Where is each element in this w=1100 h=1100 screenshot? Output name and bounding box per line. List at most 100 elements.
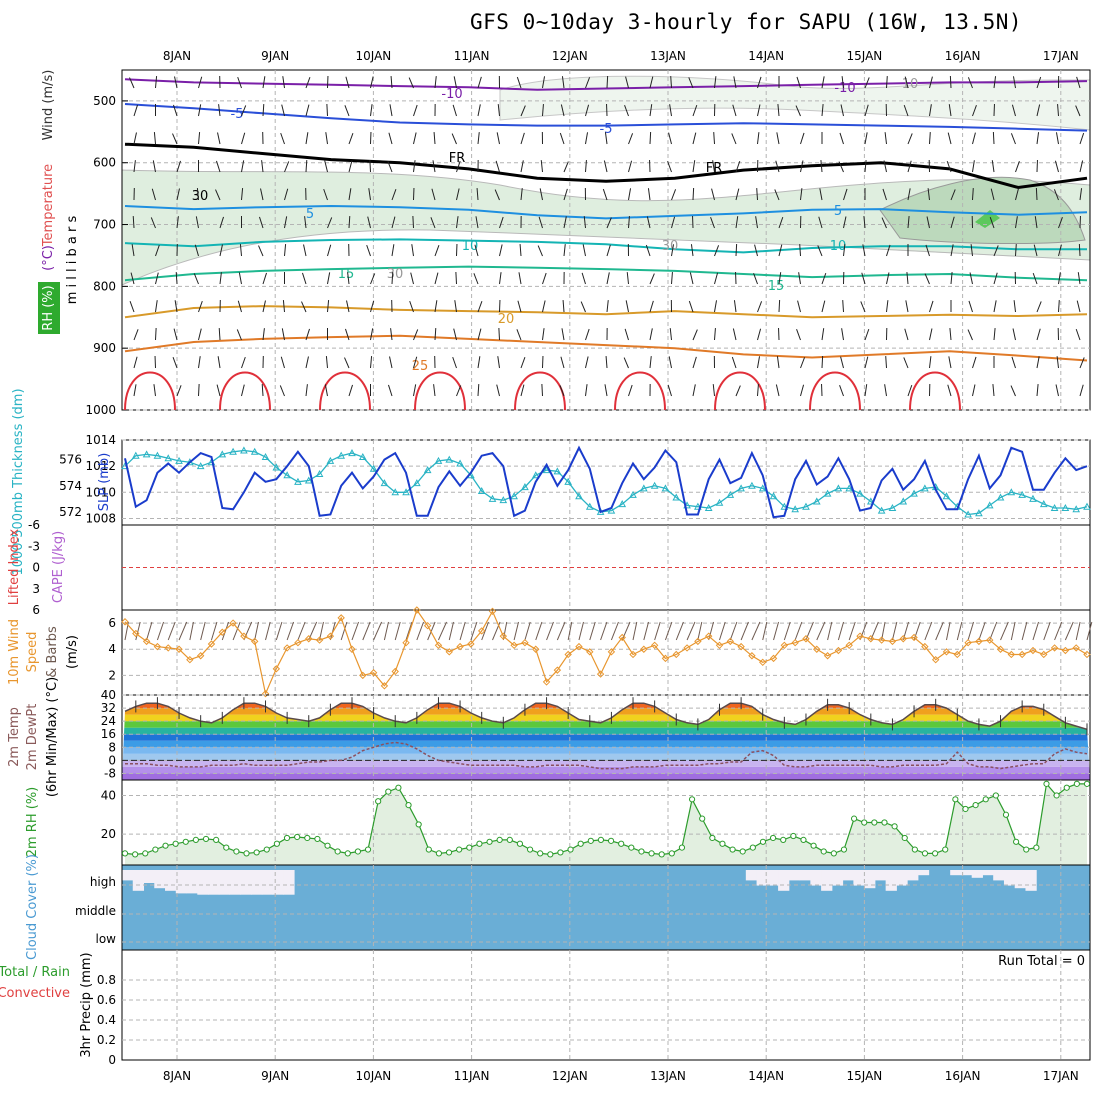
wind-barb (563, 161, 569, 173)
wind-speed-point (142, 637, 151, 646)
thickness-point (758, 484, 767, 492)
rh-point (344, 850, 351, 857)
wind-barb (906, 272, 909, 285)
wind-barb (606, 244, 611, 257)
rh-point (132, 851, 139, 858)
wind-barb (217, 132, 221, 145)
wind-barb (348, 133, 354, 145)
cloud-clear-bar (132, 870, 145, 891)
wind-barb (1079, 384, 1084, 397)
rh-point (901, 834, 908, 842)
wind-barb (218, 104, 221, 117)
surface-wind-barb (189, 621, 194, 641)
surface-wind-barb (254, 621, 259, 641)
wind-barb (241, 356, 246, 369)
cloud-clear-bar (218, 870, 231, 895)
wind-speed-point (802, 635, 810, 643)
thickness-point (1018, 490, 1026, 498)
cloud-clear-bar (864, 870, 876, 889)
wind-barb (669, 328, 672, 341)
wind-barb (1078, 244, 1081, 257)
date-top-label: 15JAN (847, 49, 883, 63)
tick-label: 0 (108, 753, 116, 767)
thickness-point (618, 500, 627, 508)
wind-barb (1077, 272, 1081, 285)
rh-point (142, 850, 149, 857)
wind-speed-point (196, 652, 205, 660)
wind-barb (175, 272, 178, 285)
wind-barb (344, 357, 350, 369)
surface-wind-barb (373, 621, 383, 641)
tick-label: 20 (101, 827, 116, 841)
rh-point (719, 840, 726, 847)
surface-wind-barb (556, 621, 566, 641)
rh-point (506, 836, 513, 843)
wind-speed-point (1040, 650, 1048, 659)
wind-barb (626, 272, 629, 285)
wind-barb (237, 76, 242, 89)
rh-point (962, 805, 969, 813)
wind-barb (239, 244, 242, 257)
wind-barb (262, 300, 266, 313)
wind-barb (494, 189, 500, 201)
wind-barb (410, 272, 414, 285)
wind-barb (130, 272, 135, 285)
thickness-point (1050, 503, 1059, 511)
wind-barb (628, 384, 633, 397)
wind-speed-point (272, 665, 281, 673)
surface-wind-barb (827, 621, 833, 641)
wind-speed-point (596, 670, 605, 678)
surface-wind-barb (1043, 621, 1051, 641)
wind-barb (132, 216, 135, 229)
wind-barb (238, 272, 242, 285)
precip-legend-total: Total / Rain (0, 965, 70, 980)
thickness-point (542, 466, 551, 474)
wind-barb (131, 244, 135, 257)
wind-barb (133, 104, 138, 117)
thickness-point (283, 471, 291, 479)
thickness-point (261, 452, 270, 460)
surface-wind-barb (178, 621, 188, 641)
wind-barb (301, 301, 307, 313)
rh-point (273, 840, 280, 847)
wind-barb (993, 76, 997, 89)
rh-point (476, 840, 483, 847)
cloud-clear-bar (143, 870, 155, 883)
wind-barb (671, 189, 677, 201)
lifted-index-tick: 3 (32, 582, 40, 596)
wind-barb (907, 188, 911, 201)
wind-speed-point (337, 614, 345, 622)
contour-label: 10 (462, 239, 479, 254)
contour-label: 30 (662, 239, 679, 254)
wind-barb (325, 132, 328, 145)
wind-speed-point (445, 648, 453, 656)
cloud-clear-bar (917, 870, 930, 876)
wind-barb (453, 328, 457, 341)
rh-point (243, 850, 250, 857)
thickness-point (737, 484, 745, 492)
wind-barb (950, 189, 956, 201)
wind-barb (279, 385, 285, 397)
wind-barb (456, 188, 460, 201)
wind-barb (259, 216, 264, 229)
wind-barb (347, 272, 350, 285)
wind-barb (798, 272, 801, 285)
wind-barb (735, 385, 741, 397)
surface-wind-barb (146, 621, 153, 641)
tick-label: 8 (108, 740, 116, 754)
tick-label: 0.2 (97, 1033, 116, 1047)
thickness-point (769, 492, 778, 500)
wind-barb (800, 384, 805, 397)
wind-barb (370, 76, 374, 89)
wind-barb (1015, 188, 1019, 201)
rh-point (304, 834, 311, 842)
wind-barb (262, 328, 265, 341)
wind-barb (972, 132, 976, 145)
wind-barb (133, 329, 139, 341)
wind-barb (689, 272, 694, 285)
surface-wind-barb (913, 621, 921, 641)
surface-wind-barb (654, 621, 661, 641)
wind-barb (625, 300, 629, 313)
wind-barb (972, 356, 977, 369)
wind-speed-point (629, 650, 637, 659)
